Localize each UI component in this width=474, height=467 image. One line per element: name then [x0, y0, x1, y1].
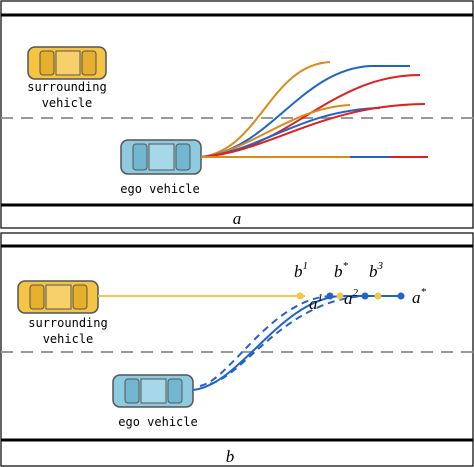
label-base: a: [309, 294, 318, 313]
ego-car: [120, 139, 202, 175]
point-label: a*: [412, 286, 427, 307]
point-label: b3: [369, 260, 384, 281]
label-sup: *: [421, 286, 427, 298]
label-sup: *: [343, 260, 349, 272]
label: surrounding: [28, 316, 107, 330]
points: [296, 292, 405, 300]
panel-b-frame: [0, 232, 474, 467]
ego-car: [112, 374, 194, 408]
panel-a-frame: [0, 0, 474, 229]
caption: b: [226, 447, 235, 466]
point-label: a1: [309, 292, 323, 313]
label-base: b: [369, 262, 378, 281]
label-base: a: [412, 288, 421, 307]
label-base: a: [344, 289, 353, 308]
surrounding-car: [17, 280, 99, 314]
candidate-trajectories: [200, 61, 428, 158]
label: vehicle: [43, 332, 94, 346]
point-label: b1: [294, 260, 308, 281]
label: vehicle: [42, 96, 93, 110]
label-sup: 2: [353, 287, 359, 299]
ego-trajectories: [192, 295, 402, 391]
point-label: b*: [334, 260, 349, 281]
label-sup: 1: [318, 292, 324, 304]
label: ego vehicle: [118, 415, 197, 429]
label-sup: 3: [377, 260, 384, 272]
caption: a: [233, 209, 242, 228]
label-base: b: [294, 262, 303, 281]
point-label: a2: [344, 287, 359, 308]
label-sup: 1: [303, 260, 309, 272]
label: ego vehicle: [120, 182, 199, 196]
label: surrounding: [27, 80, 106, 94]
surrounding-car: [27, 46, 107, 80]
label-base: b: [334, 262, 343, 281]
